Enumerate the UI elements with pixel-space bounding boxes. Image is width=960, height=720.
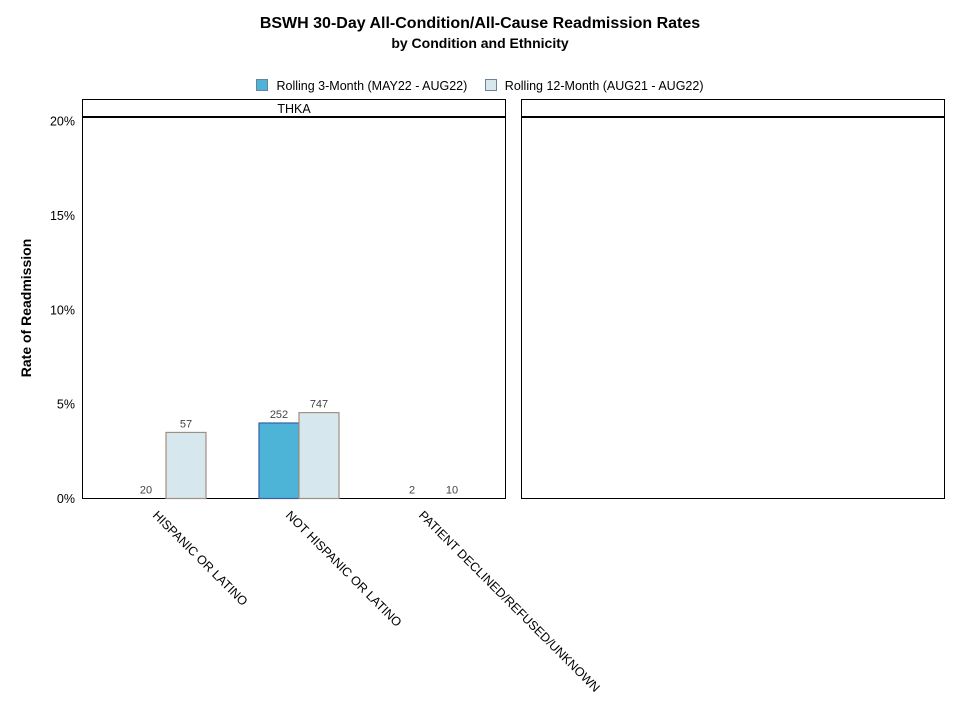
legend-swatch-3-month <box>256 79 269 91</box>
y-tick-label: 0% <box>57 492 75 506</box>
bar <box>258 422 300 500</box>
bar-count-label: 20 <box>140 485 152 497</box>
y-tick-label: 10% <box>50 303 75 317</box>
x-category-label: PATIENT DECLINED/REFUSED/UNKNOWN <box>416 508 603 695</box>
chart-title: BSWH 30-Day All-Condition/All-Cause Read… <box>259 15 701 32</box>
panel-frame <box>521 99 945 499</box>
bar-count-label: 2 <box>409 485 415 497</box>
bar-count-label: 252 <box>270 409 288 421</box>
bar <box>165 431 207 500</box>
y-axis-title: Rate of Readmission <box>18 239 34 377</box>
x-category-label: HISPANIC OR LATINO <box>150 508 251 609</box>
chart-legend: Rolling 3-Month (MAY22 - AUG22) Rolling … <box>0 78 960 94</box>
x-category-label: NOT HISPANIC OR LATINO <box>283 508 405 630</box>
legend-swatch-12-month <box>484 79 497 91</box>
bar-count-label: 747 <box>310 399 328 411</box>
legend-label-3-month: Rolling 3-Month (MAY22 - AUG22) <box>276 79 468 93</box>
bar <box>298 412 340 500</box>
legend-item-12-month: Rolling 12-Month (AUG21 - AUG22) <box>484 78 704 94</box>
bar-count-label: 10 <box>446 485 458 497</box>
bar-count-label: 57 <box>180 418 192 430</box>
chart-subtitle: by Condition and Ethnicity <box>391 35 569 51</box>
panel-label: THKA <box>277 102 311 116</box>
legend-label-12-month: Rolling 12-Month (AUG21 - AUG22) <box>504 79 704 93</box>
y-tick-label: 15% <box>50 209 75 223</box>
y-tick-label: 20% <box>50 115 75 129</box>
y-tick-label: 5% <box>57 398 75 412</box>
legend-item-3-month: Rolling 3-Month (MAY22 - AUG22) <box>256 78 467 94</box>
